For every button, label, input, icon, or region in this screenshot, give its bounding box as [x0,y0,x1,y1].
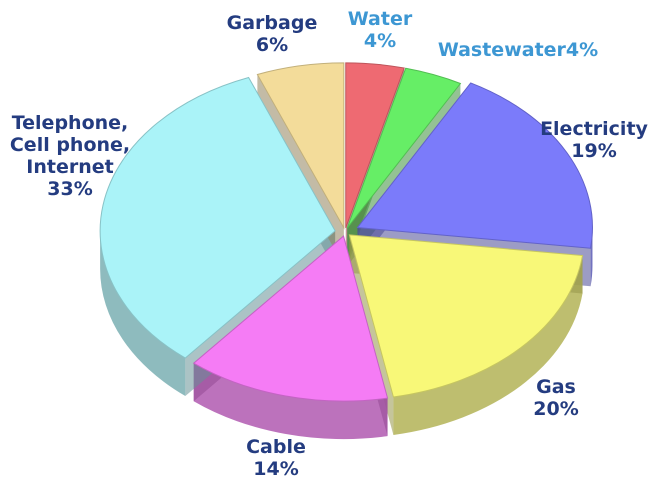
slice-label-line: Telephone, [12,112,129,134]
pie-slice [356,82,593,249]
slice-label-line: Cable [246,436,306,458]
slice-label-line: Wastewater4% [438,39,598,61]
slice-label: Water 4% [348,8,413,52]
pie-slice [99,76,336,359]
slice-label-line: 14% [253,458,298,479]
slice-label: Cable 14% [246,436,306,479]
slice-label: Electricity 19% [540,118,648,162]
slice-label-line: 20% [533,398,578,420]
labels-layer: Water 4% Wastewater4% Electricity 19% Gas 20% C… [10,8,649,479]
pie-slice [256,62,345,230]
slice-label-line: 19% [571,140,616,162]
pie-slice-side [393,255,583,435]
slice-label: Gas 20% [533,376,578,420]
slices-layer [99,62,593,440]
slice-label-line: Internet [26,156,113,178]
pie-slice-side [100,230,186,397]
slice-label-line: Electricity [540,118,648,140]
slice-label-line: Garbage [227,12,318,34]
slice-label: Garbage 6% [227,12,318,56]
slice-label-line: 6% [256,34,288,56]
pie-slice [346,67,462,229]
pie-slice-side [193,363,388,440]
slice-label: Telephone, Cell phone, Internet 33% [10,112,130,200]
slice-label-line: Gas [536,376,576,398]
slice-label: Wastewater4% [438,39,598,61]
slice-label-line: 4% [364,30,396,52]
slice-label-line: Water [348,8,413,30]
pie-slice [345,62,405,229]
slice-label-line: Cell phone, [10,134,130,156]
pie-slice [192,235,389,402]
pie-slice [348,234,584,398]
slice-label-line: 33% [47,178,92,200]
